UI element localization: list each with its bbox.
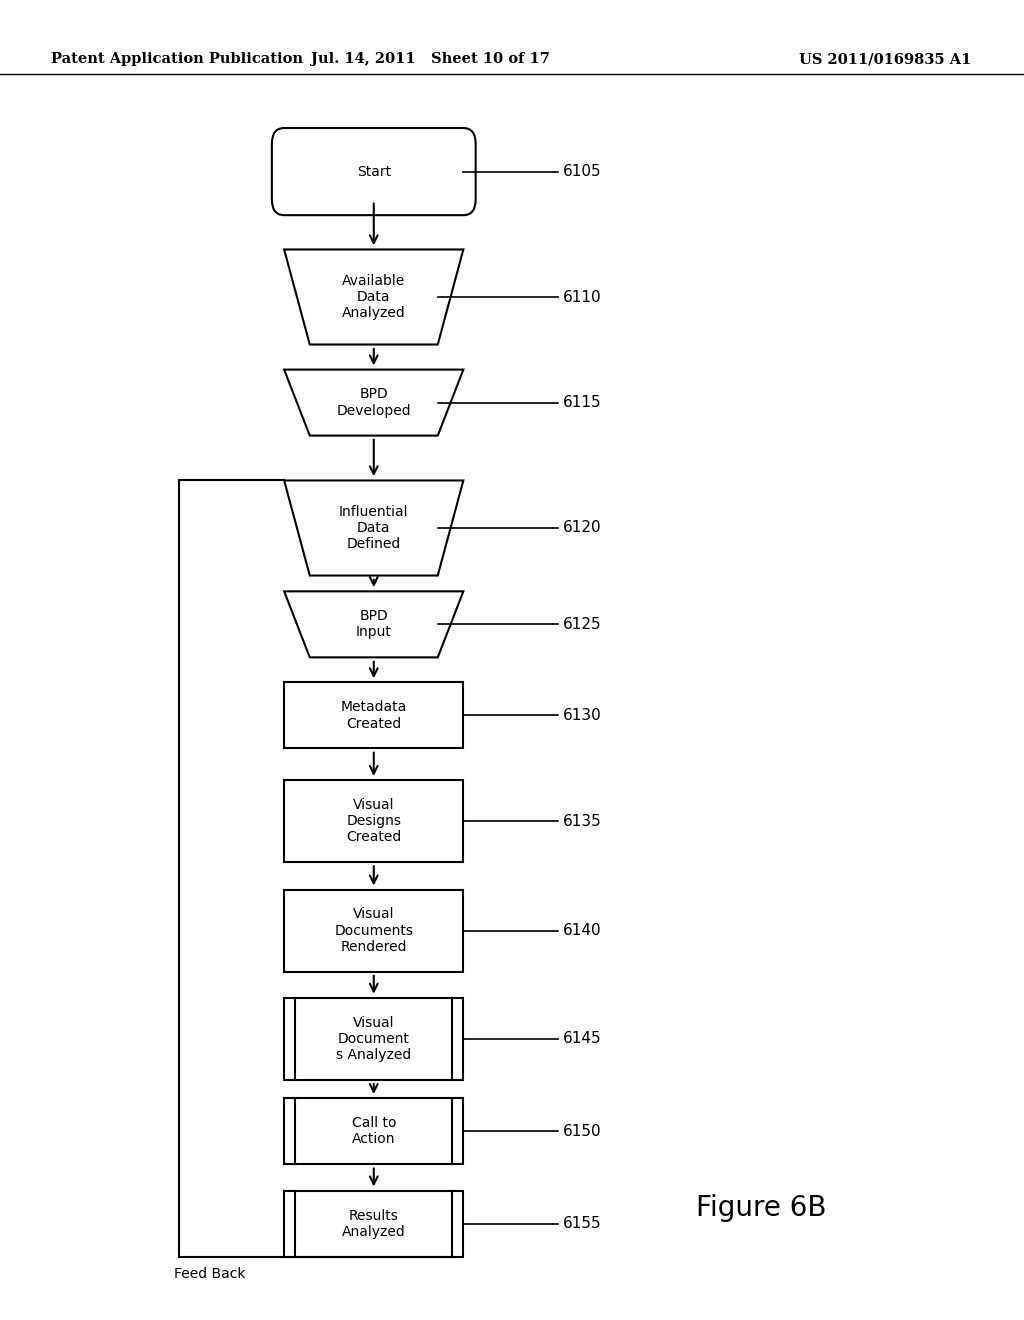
Text: Visual
Document
s Analyzed: Visual Document s Analyzed <box>336 1015 412 1063</box>
Bar <box>284 682 463 748</box>
Text: 6130: 6130 <box>563 708 602 723</box>
Text: Results
Analyzed: Results Analyzed <box>342 1209 406 1238</box>
Text: 6140: 6140 <box>563 923 602 939</box>
Text: 6110: 6110 <box>563 289 602 305</box>
Text: 6150: 6150 <box>563 1123 602 1139</box>
Polygon shape <box>284 370 463 436</box>
Polygon shape <box>284 591 463 657</box>
Bar <box>284 1098 463 1164</box>
Bar <box>284 998 463 1080</box>
Text: Start: Start <box>356 165 391 178</box>
Bar <box>284 890 463 972</box>
Text: BPD
Input: BPD Input <box>355 610 392 639</box>
Text: 6125: 6125 <box>563 616 602 632</box>
Text: 6155: 6155 <box>563 1216 602 1232</box>
Text: US 2011/0169835 A1: US 2011/0169835 A1 <box>799 53 971 66</box>
Text: Visual
Documents
Rendered: Visual Documents Rendered <box>334 907 414 954</box>
Text: Available
Data
Analyzed: Available Data Analyzed <box>342 273 406 321</box>
Text: 6105: 6105 <box>563 164 602 180</box>
Text: 6145: 6145 <box>563 1031 602 1047</box>
Bar <box>284 780 463 862</box>
Text: Visual
Designs
Created: Visual Designs Created <box>346 797 401 845</box>
Text: Metadata
Created: Metadata Created <box>341 701 407 730</box>
Polygon shape <box>284 480 463 576</box>
Text: Jul. 14, 2011   Sheet 10 of 17: Jul. 14, 2011 Sheet 10 of 17 <box>310 53 550 66</box>
Bar <box>284 1191 463 1257</box>
Text: Feed Back: Feed Back <box>174 1267 246 1282</box>
Text: 6120: 6120 <box>563 520 602 536</box>
Text: BPD
Developed: BPD Developed <box>337 388 411 417</box>
Text: Figure 6B: Figure 6B <box>696 1193 826 1222</box>
Text: 6135: 6135 <box>563 813 602 829</box>
Text: 6115: 6115 <box>563 395 602 411</box>
FancyBboxPatch shape <box>271 128 475 215</box>
Text: Influential
Data
Defined: Influential Data Defined <box>339 504 409 552</box>
Text: Patent Application Publication: Patent Application Publication <box>51 53 303 66</box>
Text: Call to
Action: Call to Action <box>351 1117 396 1146</box>
Polygon shape <box>284 249 463 345</box>
